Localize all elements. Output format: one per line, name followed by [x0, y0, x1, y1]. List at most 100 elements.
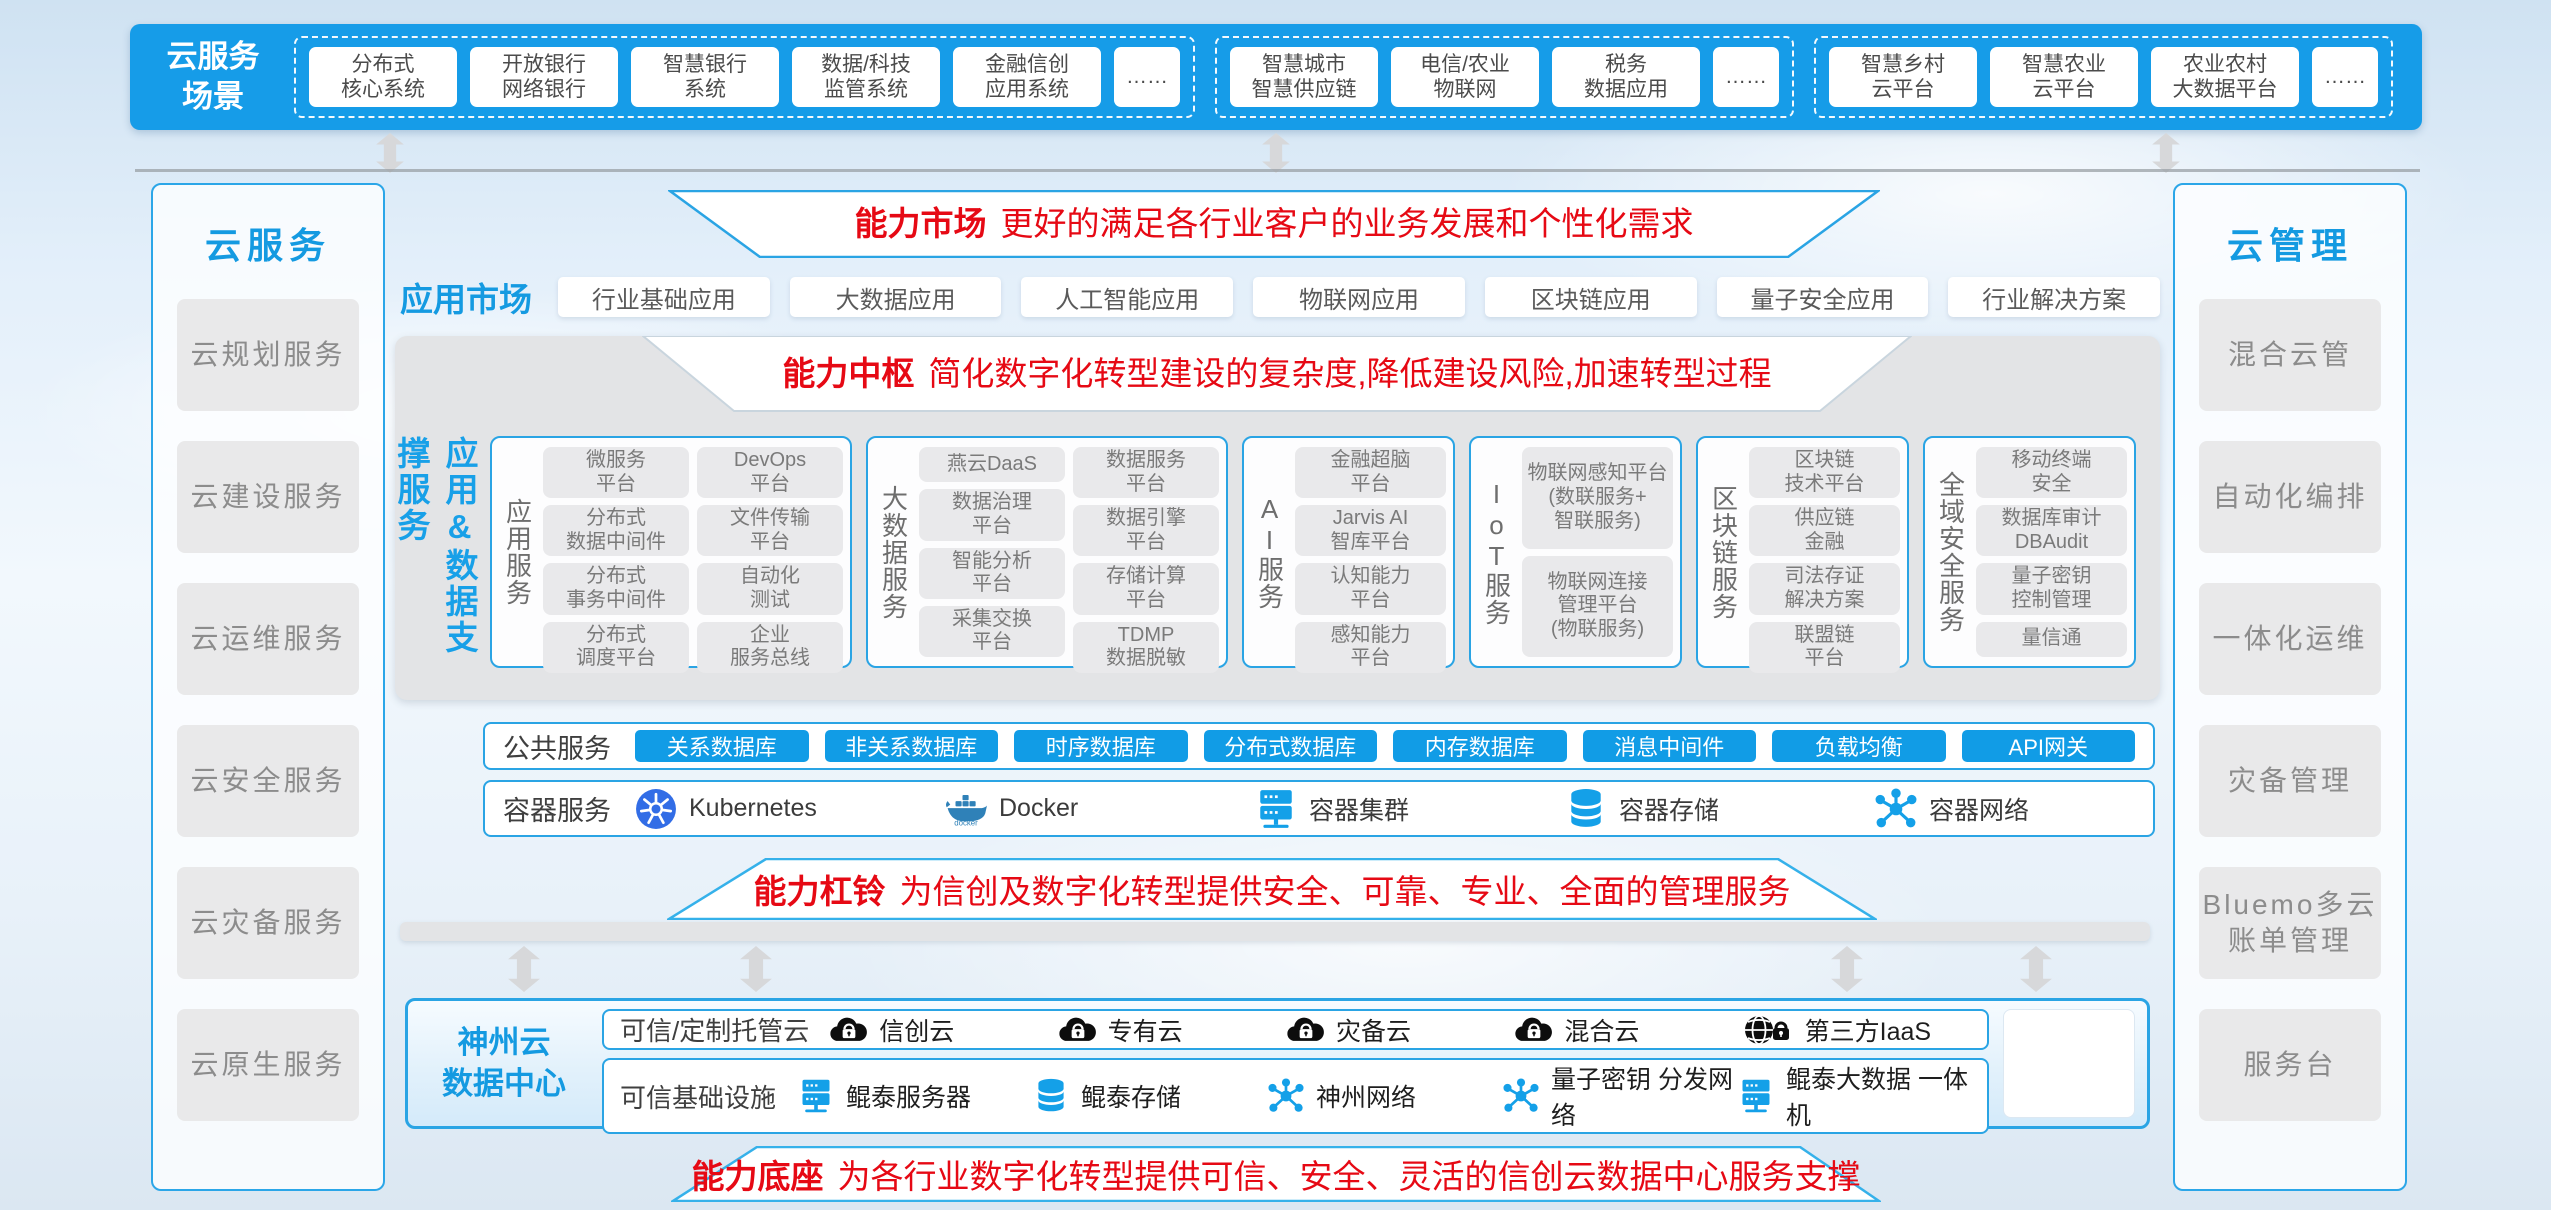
cloud-item: 灾备云 [1286, 1012, 1514, 1048]
app-market-label: 应用市场 [400, 281, 532, 318]
cloud-item-text: 信创云 [879, 1017, 955, 1046]
service-item: 数据服务 平台 [1073, 447, 1219, 499]
barbell-bar [400, 922, 2150, 941]
hosted-cloud-label: 可信/定制托管云 [620, 1016, 810, 1046]
app-market-item: 行业基础应用 [558, 277, 770, 317]
app-market-item: 大数据应用 [789, 277, 1002, 317]
container-service-text: Kubernetes [689, 794, 817, 822]
service-groups-row: 应用服务 微服务 平台 分布式 数据中间件 分布式 事务中间件 分布式 调度平台… [490, 436, 2138, 673]
public-service-pill: API网关 [1961, 730, 2135, 762]
service-item: 分布式 调度平台 [543, 621, 689, 673]
cloud-lock-icon [1514, 1012, 1554, 1048]
scenario-group-rural: 智慧乡村 云平台 智慧农业 云平台 农业农村 大数据平台 …… [1814, 36, 2393, 118]
container-service-docker: Docker [945, 788, 1239, 830]
cloud-service-item: 云规划服务 [177, 299, 359, 411]
scenario-item: 智慧农业 云平台 [1990, 47, 2138, 107]
service-item: 联盟链 平台 [1749, 621, 1900, 673]
cloud-mgmt-item: 灾备管理 [2199, 725, 2381, 837]
service-item: 物联网感知平台 (数联服务+ 智联服务) [1522, 447, 1673, 549]
service-item: 金融超脑 平台 [1295, 447, 1446, 499]
capability-hub-panel: 能力中枢 简化数字化转型建设的复杂度,降低建设风险,加速转型过程 应用&数据支撑服… [393, 336, 2160, 700]
app-market-item: 物联网应用 [1253, 277, 1465, 317]
cloud-item: 信创云 [829, 1012, 1057, 1048]
infra-item: 鲲泰存储 [1031, 1078, 1266, 1114]
cloud-item-text: 混合云 [1564, 1017, 1640, 1046]
scenario-item: 金融信创 应用系统 [953, 47, 1101, 107]
service-item: 量子密钥 控制管理 [1976, 563, 2127, 615]
service-item: 自动化 测试 [697, 563, 843, 615]
app-market-item: 行业解决方案 [1948, 277, 2161, 317]
server-icon [1255, 788, 1297, 830]
datacenter-side-box [2003, 1009, 2135, 1118]
service-item: 数据治理 平台 [919, 489, 1065, 541]
hosted-cloud-row: 可信/定制托管云 信创云 专有云 灾备云 [602, 1009, 1989, 1050]
service-item: 区块链 技术平台 [1749, 447, 1900, 499]
container-service-network: 容器网络 [1875, 788, 2135, 830]
service-item: 分布式 数据中间件 [543, 505, 689, 557]
panel-title: 云服务 [204, 225, 331, 266]
scenario-group-city: 智慧城市 智慧供应链 电信/农业 物联网 税务 数据应用 …… [1215, 36, 1794, 118]
group-label: 区块链服务 [1708, 484, 1739, 620]
group-label: 全域安全服务 [1935, 471, 1966, 633]
scenarios-title: 云服务 场景 [166, 38, 260, 114]
container-service-text: Docker [999, 794, 1079, 822]
public-service-pill: 分布式数据库 [1203, 730, 1377, 762]
service-item: 存储计算 平台 [1073, 563, 1219, 615]
double-arrow-icon [2148, 133, 2184, 173]
storage-icon [1031, 1078, 1071, 1114]
cloud-mgmt-item: 混合云管 [2199, 299, 2381, 411]
scenario-ellipsis: …… [1114, 47, 1180, 107]
public-service-pill: 负载均衡 [1772, 730, 1946, 762]
banner-capability-base: 能力底座 为各行业数字化转型提供可信、安全、灵活的信创云数据中心服务支撑 [671, 1146, 1881, 1202]
group-ai-services: AI服务 金融超脑 平台 Jarvis AI 智库平台 认知能力 平台 感知能力… [1242, 436, 1455, 673]
container-service-text: 容器集群 [1309, 796, 1410, 825]
infra-item: 神州网络 [1266, 1078, 1501, 1114]
public-services-row: 公共服务 关系数据库 非关系数据库 时序数据库 分布式数据库 内存数据库 消息中… [483, 722, 2155, 770]
cloud-service-item: 云运维服务 [177, 583, 359, 695]
group-security-services: 全域安全服务 移动终端 安全 数据库审计 DBAudit 量子密钥 控制管理 量… [1923, 436, 2136, 668]
service-item: 感知能力 平台 [1295, 621, 1446, 673]
service-item: 移动终端 安全 [1976, 447, 2127, 499]
scenario-item: 开放银行 网络银行 [470, 47, 618, 107]
group-bigdata-services: 大数据服务 燕云DaaS 数据治理 平台 智能分析 平台 采集交换 平台 数据服… [866, 436, 1228, 673]
service-item: 燕云DaaS [919, 447, 1065, 483]
group-label: 应用服务 [502, 498, 533, 606]
cloud-item: 混合云 [1514, 1012, 1742, 1048]
cloud-item: 专有云 [1058, 1012, 1286, 1048]
infrastructure-label: 可信基础设施 [620, 1082, 777, 1113]
banner-desc: 简化数字化转型建设的复杂度,降低建设风险,加速转型过程 [928, 355, 1772, 392]
cloud-item-text: 第三方IaaS [1804, 1017, 1932, 1046]
scenario-item: 分布式 核心系统 [309, 47, 457, 107]
network-icon [1501, 1078, 1541, 1114]
service-item: DevOps 平台 [697, 447, 843, 499]
datacenter-title: 神州云 数据中心 [442, 1025, 566, 1101]
cloud-service-item: 云原生服务 [177, 1009, 359, 1121]
container-service-kubernetes: Kubernetes [635, 788, 929, 830]
container-service-storage: 容器存储 [1565, 788, 1859, 830]
public-services-label: 公共服务 [503, 733, 611, 764]
infra-item-text: 鲲泰存储 [1081, 1084, 1182, 1112]
service-item: 微服务 平台 [543, 447, 689, 499]
scenario-ellipsis: …… [1713, 47, 1779, 107]
cloud-mgmt-item: 自动化编排 [2199, 441, 2381, 553]
service-item: 司法存证 解决方案 [1749, 563, 1900, 615]
scenario-item: 智慧银行 系统 [631, 47, 779, 107]
cloud-mgmt-item: Bluemo多云 账单管理 [2199, 867, 2381, 979]
container-service-cluster: 容器集群 [1255, 788, 1549, 830]
infra-item-text: 神州网络 [1316, 1084, 1417, 1112]
service-item: 企业 服务总线 [697, 621, 843, 673]
group-application-services: 应用服务 微服务 平台 分布式 数据中间件 分布式 事务中间件 分布式 调度平台… [490, 436, 852, 673]
public-service-pill: 内存数据库 [1393, 730, 1567, 762]
banner-capability-market: 能力市场 更好的满足各行业客户的业务发展和个性化需求 [668, 190, 1880, 258]
service-item: 供应链 金融 [1749, 505, 1900, 557]
infra-item: 量子密钥 分发网络 [1501, 1060, 1736, 1132]
service-item: 认知能力 平台 [1295, 563, 1446, 615]
server-icon [1736, 1078, 1776, 1114]
scenario-item: 税务 数据应用 [1552, 47, 1700, 107]
group-label: 大数据服务 [878, 484, 909, 620]
public-service-pill: 关系数据库 [635, 730, 809, 762]
double-arrow-icon [372, 133, 408, 173]
banner-title: 能力市场 [854, 205, 987, 242]
docker-icon [945, 788, 987, 830]
